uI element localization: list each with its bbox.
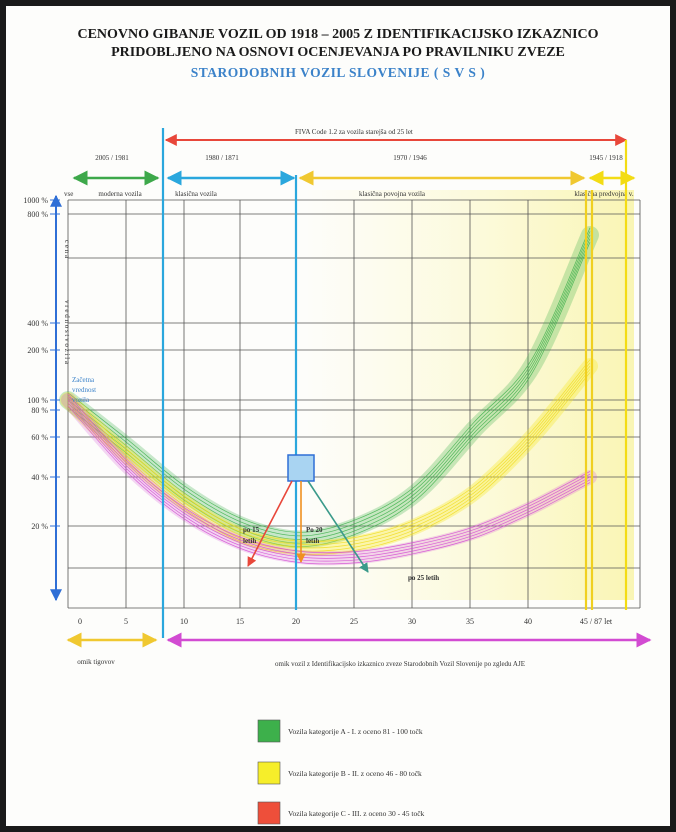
start-note-2: vrednost [72,386,96,394]
x-tick-2: 10 [180,617,188,626]
series-2-strand-0 [67,394,591,554]
x-tick-4: 20 [292,617,300,626]
label-po20-1: Po 20 [306,526,323,534]
label-po20-2: letih [306,537,319,545]
title-line-2: PRIDOBLJENO NA OSNOVI OCENJEVANJA PO PRA… [111,45,565,60]
x-tick-8: 40 [524,617,532,626]
series-1-strand-3 [67,369,591,552]
y-tick-labels: 1000 % 800 % 400 % 200 % 100 %80 % 60 % 40 % 20… [23,196,60,531]
era-3-years: 1970 / 1946 [393,154,427,162]
bottom-label-left: omik tigovov [77,658,115,666]
evaluation-marker [287,454,315,482]
arrow-po25 [307,480,369,573]
series-1-strand-4 [67,372,591,555]
era-4-name: klasična predvojna v. [574,190,633,198]
x-tick-7: 35 [466,617,474,626]
y-tick-2: 400 % [27,319,48,328]
label-po15-1: po 15 [243,526,260,534]
series-1-strand-2 [67,365,591,549]
legend-swatch-c [257,801,281,825]
x-tick-9: 45 / 87 let [580,617,613,626]
era-3-name: klasična povojna vozila [359,190,426,198]
era-4-years: 1945 / 1918 [589,154,623,162]
era-1-years: 2005 / 1981 [95,154,129,162]
label-po25: po 25 letih [408,574,439,582]
x-tick-0: 0 [78,617,82,626]
grid [67,199,641,609]
era-2-years: 1980 / 1871 [205,154,239,162]
series-0-strand-1 [67,231,591,537]
y-axis-label-top: c e n a [63,240,71,259]
title-line-3: STARODOBNIH VOZIL SLOVENIJE ( S V S ) [191,65,485,80]
label-po15-2: letih [243,537,256,545]
legend: Vozila kategorije A - I. z oceno 81 - 10… [257,719,425,825]
y-tick-6: 60 % [31,433,48,442]
x-tick-1: 5 [124,617,128,626]
y-tick-1: 800 % [27,210,48,219]
fiva-label: FIVA Code 1.2 za vozila starejša od 25 l… [295,128,413,136]
y-tick-8: 20 % [31,522,48,531]
y-tick-0: 1000 % [23,196,48,205]
x-tick-5: 25 [350,617,358,626]
curve-bands [59,226,599,566]
era-1-name: moderna vozila [98,190,142,198]
x-tick-labels: 0 5 10 15 20 25 30 35 40 45 / 87 let [78,617,613,626]
legend-label-c: Vozila kategorije C - III. z oceno 30 - … [288,809,425,818]
legend-label-a: Vozila kategorije A - I. z oceno 81 - 10… [288,727,423,736]
series-0-strand-0 [67,227,591,533]
series-1-strand-1 [67,362,591,546]
legend-label-b: Vozila kategorije B - II. z oceno 46 - 8… [288,769,422,778]
y-axis-label-value: v r e d n o s t v o z i l a [63,300,71,365]
series-0-strand-2 [67,234,591,540]
legend-swatch-b [257,761,281,785]
x-tick-6: 30 [408,617,416,626]
era-1-prefix: vse [64,190,73,198]
series-0-strand-4 [67,242,591,548]
series-2-strand-2 [67,399,591,559]
title-line-1: CENOVNO GIBANJE VOZIL OD 1918 – 2005 Z I… [77,27,598,42]
bottom-label-right: omik vozil z Identifikacijsko izkaznico … [275,660,525,668]
legend-swatch-a [257,719,281,743]
y-tick-4: 100 % [27,396,48,405]
y-tick-7: 40 % [31,473,48,482]
series-2-strand-4 [67,405,591,565]
start-note-3: vozila [72,396,90,404]
start-note-1: Začetna [72,376,95,384]
series-2-strand-1 [67,396,591,556]
series-1-strand-0 [67,359,591,542]
era-2-name: klasična vozila [175,190,218,198]
y-tick-3: 200 % [27,346,48,355]
x-tick-3: 15 [236,617,244,626]
y-tick-5: 80 % [31,406,48,415]
arrow-po15 [247,480,293,567]
series-2-strand-3 [67,402,591,562]
